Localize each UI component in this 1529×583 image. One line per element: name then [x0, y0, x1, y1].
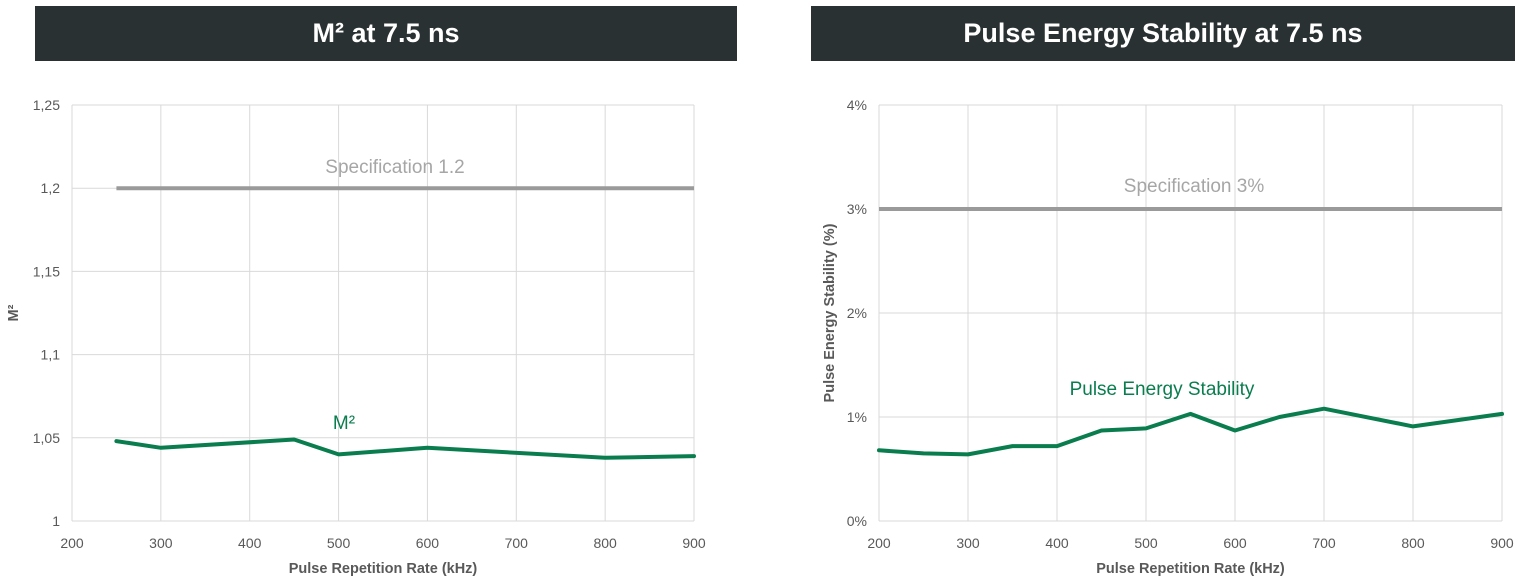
y-tick-label: 1% [847, 409, 867, 425]
chart-title-m2: M² at 7.5 ns [35, 6, 737, 61]
x-axis-label: Pulse Repetition Rate (kHz) [289, 561, 478, 577]
specification-label: Specification 3% [1124, 176, 1265, 197]
x-tick-label: 500 [327, 535, 351, 551]
x-tick-label: 300 [956, 535, 980, 551]
x-tick-label: 700 [1312, 535, 1336, 551]
x-tick-label: 300 [149, 535, 173, 551]
y-tick-label: 4% [847, 97, 867, 113]
y-tick-label: 1,25 [33, 97, 60, 113]
y-tick-label: 1 [52, 513, 60, 529]
x-tick-label: 600 [416, 535, 440, 551]
y-tick-label: 2% [847, 305, 867, 321]
x-tick-label: 900 [682, 535, 706, 551]
y-axis-label: Pulse Energy Stability (%) [822, 223, 838, 402]
x-axis-label: Pulse Repetition Rate (kHz) [1096, 561, 1285, 577]
x-tick-label: 900 [1490, 535, 1514, 551]
chart-title-stability: Pulse Energy Stability at 7.5 ns [811, 6, 1515, 61]
series-line [877, 406, 1504, 457]
x-tick-label: 800 [1401, 535, 1425, 551]
y-tick-label: 3% [847, 201, 867, 217]
x-tick-label: 400 [1045, 535, 1069, 551]
y-tick-label: 0% [847, 513, 867, 529]
x-tick-label: 200 [867, 535, 891, 551]
x-tick-label: 600 [1223, 535, 1247, 551]
specification-label: Specification 1.2 [325, 157, 464, 178]
y-tick-label: 1,05 [33, 430, 60, 446]
y-tick-label: 1,2 [41, 180, 61, 196]
x-tick-label: 200 [60, 535, 84, 551]
y-tick-label: 1,15 [33, 263, 60, 279]
x-tick-label: 500 [1134, 535, 1158, 551]
series-label: M² [333, 413, 355, 434]
series-label: Pulse Energy Stability [1070, 379, 1255, 400]
x-tick-label: 800 [593, 535, 617, 551]
y-axis-label: M² [6, 304, 22, 321]
y-tick-label: 1,1 [41, 347, 61, 363]
series-line [114, 437, 696, 460]
m2-chart: 1 1,05 1,1 1,15 1,2 1,25 200 300 400 500 600 700 800… [6, 97, 706, 577]
x-tick-label: 700 [505, 535, 529, 551]
x-tick-label: 400 [238, 535, 262, 551]
